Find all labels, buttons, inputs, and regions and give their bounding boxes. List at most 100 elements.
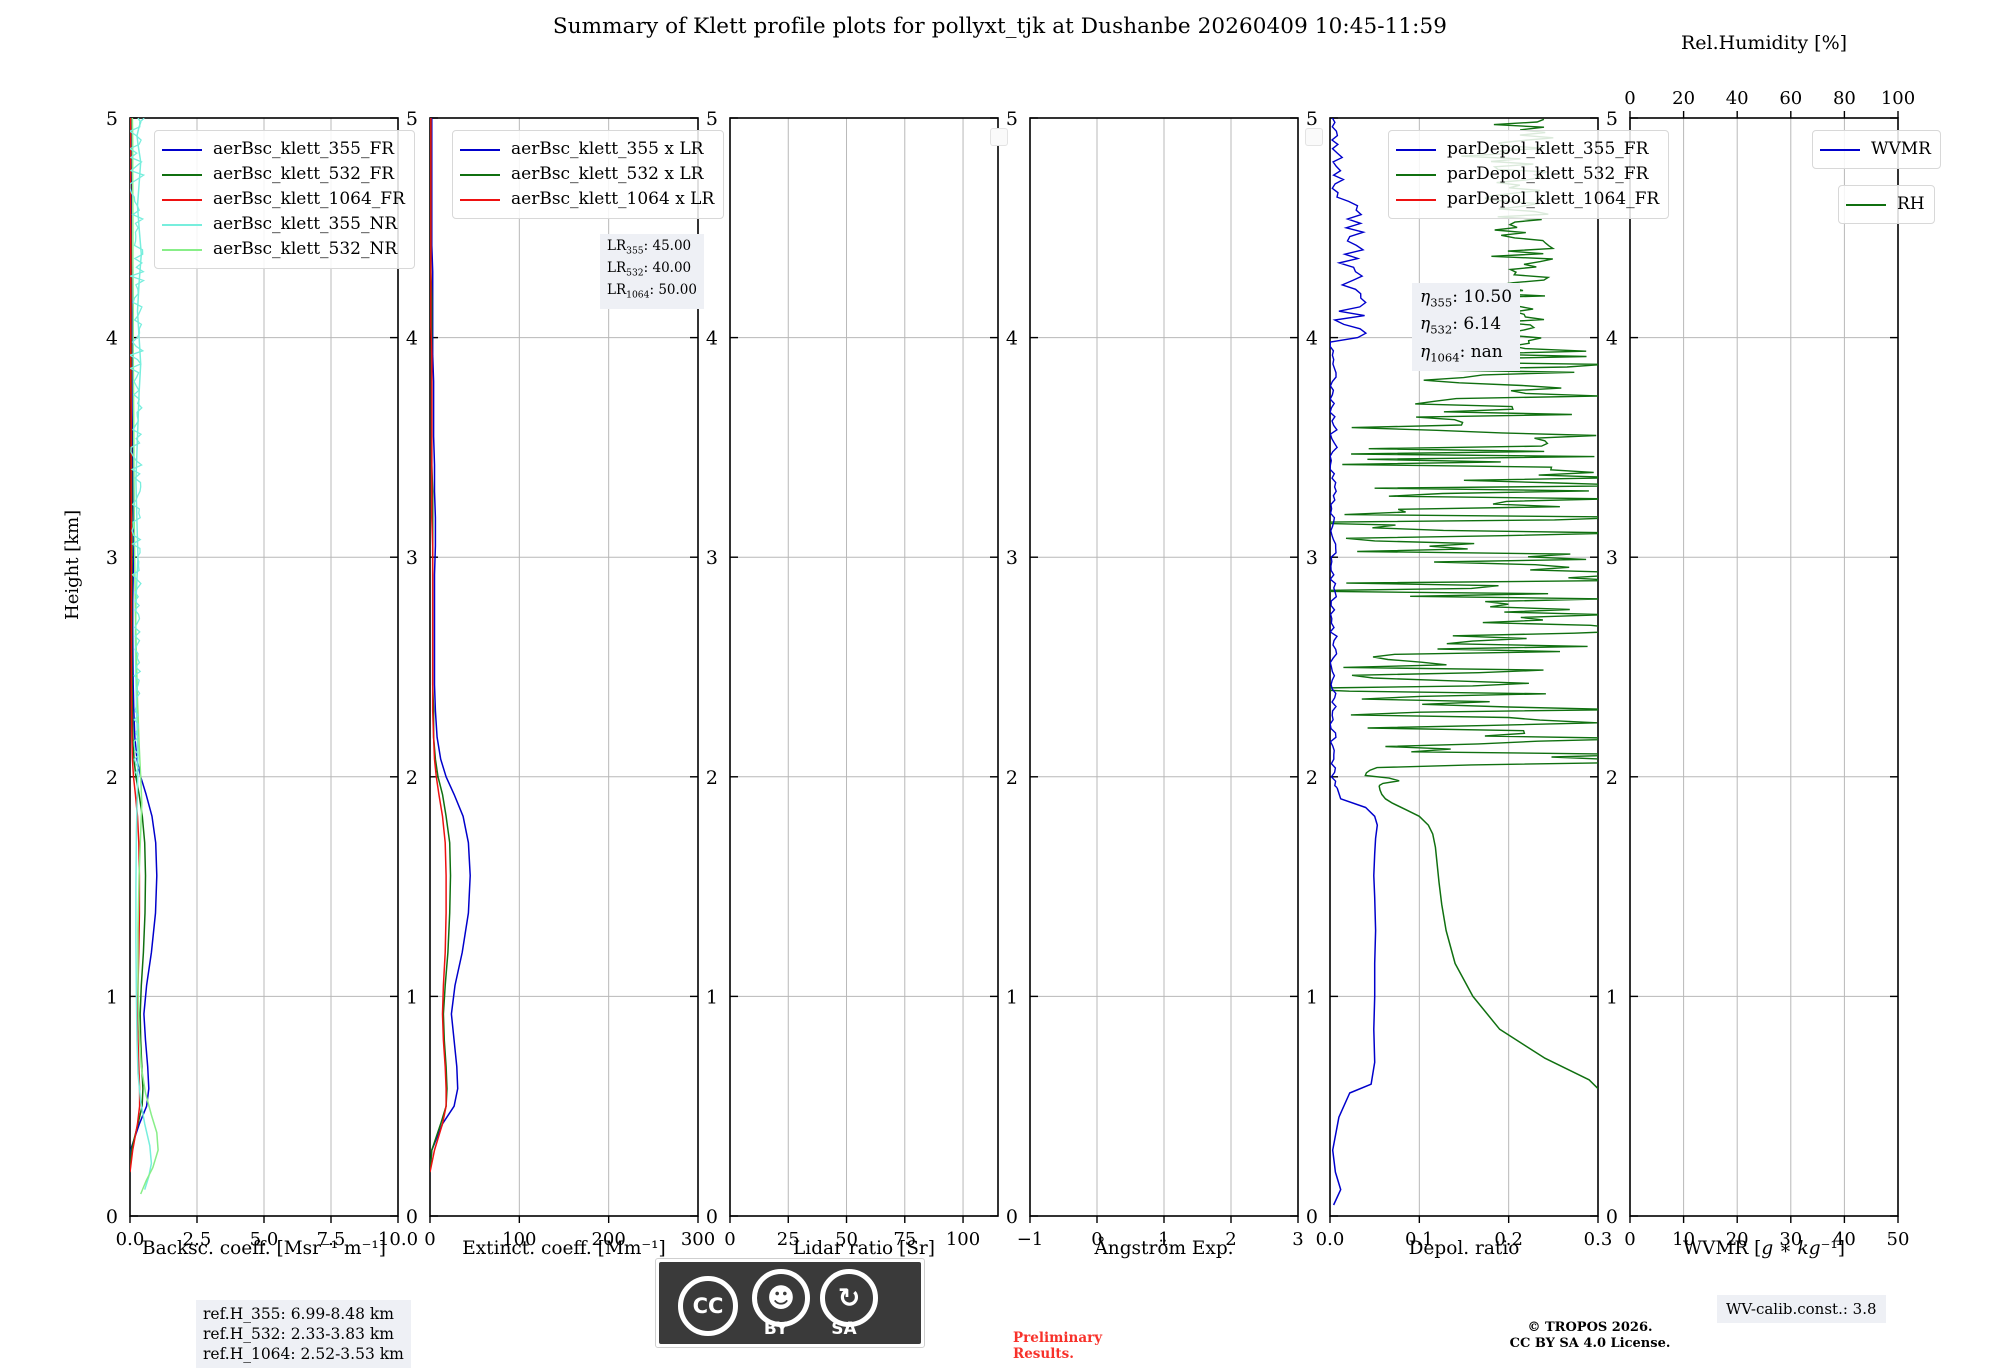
svg-text:0: 0	[406, 1206, 418, 1228]
legend-label: aerBsc_klett_532_FR	[213, 164, 395, 184]
lr-355-value: 45.00	[652, 238, 692, 254]
svg-text:0.0: 0.0	[116, 1229, 145, 1250]
svg-text:2.5: 2.5	[183, 1229, 212, 1250]
svg-text:30: 30	[1779, 1229, 1802, 1250]
svg-text:0: 0	[424, 1229, 435, 1250]
svg-text:1: 1	[1306, 986, 1318, 1008]
ref-h-355: ref.H_355: 6.99-8.48 km	[203, 1305, 394, 1323]
svg-text:10.0: 10.0	[378, 1229, 418, 1250]
cc-icon-text: CC	[692, 1294, 724, 1318]
svg-text:0: 0	[706, 1206, 718, 1228]
x-axis-label-lidar-ratio: Lidar ratio [Sr]	[793, 1238, 935, 1259]
preliminary-line-1: Preliminary	[1013, 1330, 1103, 1346]
svg-text:2: 2	[1006, 767, 1018, 789]
eta-1064-value: nan	[1470, 341, 1503, 362]
svg-text:50: 50	[835, 1229, 858, 1250]
lr-532-value: 40.00	[652, 260, 692, 277]
svg-text:40: 40	[1726, 88, 1749, 109]
legend-label: aerBsc_klett_355 x LR	[511, 139, 704, 159]
legend-swatch-line	[1820, 148, 1860, 151]
legend-lidar-ratio-empty	[990, 128, 1008, 146]
legend-item: aerBsc_klett_355_NR	[162, 212, 405, 237]
copyright-note: © TROPOS 2026. CC BY SA 4.0 License.	[1480, 1320, 1700, 1351]
svg-text:1: 1	[1158, 1229, 1169, 1250]
svg-text:60: 60	[1779, 88, 1802, 109]
ref-h-1064: ref.H_1064: 2.52-3.53 km	[203, 1345, 404, 1363]
eta-constants-box: η355: 10.50 η532: 6.14 η1064: nan	[1412, 283, 1521, 372]
legend-label: aerBsc_klett_355_NR	[213, 214, 398, 234]
svg-text:0: 0	[1624, 1229, 1635, 1250]
svg-text:0.2: 0.2	[1494, 1229, 1523, 1250]
legend-swatch-line	[1846, 203, 1886, 206]
svg-text:5: 5	[106, 108, 118, 130]
svg-text:5: 5	[406, 108, 418, 130]
x-axis-label-backscatter: Backsc. coeff. [Msr⁻¹ m⁻¹]	[141, 1238, 386, 1259]
copyright-line-1: © TROPOS 2026.	[1527, 1320, 1653, 1335]
legend-swatch-line	[162, 198, 202, 201]
cc-license-badge[interactable]: CC ☻ BY ↻ SA	[655, 1258, 925, 1348]
legend-swatch-line	[460, 148, 500, 151]
svg-text:1: 1	[1606, 986, 1618, 1008]
cc-icon: CC	[678, 1276, 738, 1336]
svg-text:40: 40	[1833, 1229, 1856, 1250]
top-axis-label-rel-humidity: Rel.Humidity [%]	[1680, 32, 1848, 54]
legend-swatch-line	[1396, 148, 1436, 151]
svg-text:75: 75	[893, 1229, 916, 1250]
svg-text:1: 1	[706, 986, 718, 1008]
eta-355-row: η355: 10.50	[1420, 287, 1513, 310]
svg-text:2: 2	[1225, 1229, 1236, 1250]
by-label: BY	[763, 1319, 789, 1339]
legend-item: aerBsc_klett_532 x LR	[460, 162, 714, 187]
svg-text:0: 0	[1091, 1229, 1102, 1250]
svg-text:200: 200	[591, 1229, 625, 1250]
svg-text:3: 3	[406, 547, 418, 569]
svg-text:5: 5	[1306, 108, 1318, 130]
svg-text:0.3: 0.3	[1584, 1229, 1613, 1250]
page-title: Summary of Klett profile plots for polly…	[552, 14, 1448, 39]
svg-text:3: 3	[1306, 547, 1318, 569]
eta-532-sub: 532	[1430, 322, 1453, 337]
legend-label: aerBsc_klett_532 x LR	[511, 164, 704, 184]
lr-532-row: LR532: 40.00	[607, 260, 692, 279]
legend-item: parDepol_klett_355_FR	[1396, 137, 1659, 162]
legend-label: aerBsc_klett_532_NR	[213, 239, 398, 259]
reference-heights-box: ref.H_355: 6.99-8.48 km ref.H_532: 2.33-…	[196, 1300, 411, 1368]
preliminary-results-note: Preliminary Results.	[1013, 1330, 1102, 1362]
svg-text:80: 80	[1833, 88, 1856, 109]
legend-swatch-line	[162, 248, 202, 251]
by-person-icon: ☻	[752, 1269, 810, 1327]
legend-label: parDepol_klett_532_FR	[1447, 164, 1649, 184]
svg-text:4: 4	[1306, 328, 1318, 350]
eta-355-value: 10.50	[1463, 287, 1513, 307]
legend-wvmr: WVMR	[1812, 130, 1941, 169]
legend-label: RH	[1897, 194, 1925, 214]
svg-text:5: 5	[1006, 108, 1018, 130]
svg-text:5.0: 5.0	[250, 1229, 279, 1250]
svg-text:2: 2	[1606, 767, 1618, 789]
eta-1064-row: η1064: nan	[1420, 341, 1503, 365]
legend-item: aerBsc_klett_355 x LR	[460, 137, 714, 162]
svg-text:7.5: 7.5	[317, 1229, 346, 1250]
eta-1064-sub: 1064	[1430, 350, 1460, 365]
x-axis-label-angstrom: Ångström Exp.	[1094, 1238, 1234, 1259]
svg-text:5: 5	[706, 108, 718, 130]
svg-text:3: 3	[706, 547, 718, 569]
svg-text:5: 5	[1606, 108, 1618, 130]
x-axis-label-depol-ratio: Depol. ratio	[1408, 1238, 1520, 1259]
svg-text:0: 0	[1006, 1206, 1018, 1228]
lr-1064-sub: 1064	[626, 290, 650, 302]
eta-symbol: η	[1420, 341, 1431, 362]
svg-text:25: 25	[777, 1229, 800, 1250]
legend-swatch-line	[162, 173, 202, 176]
preliminary-line-2: Results.	[1013, 1346, 1074, 1362]
svg-text:1: 1	[106, 986, 118, 1008]
svg-text:4: 4	[1006, 328, 1018, 350]
legend-extinction: aerBsc_klett_355 x LR aerBsc_klett_532 x…	[452, 130, 725, 219]
legend-item: aerBsc_klett_532_FR	[162, 162, 405, 187]
svg-text:3: 3	[1606, 547, 1618, 569]
svg-text:2: 2	[406, 767, 418, 789]
legend-label: WVMR	[1871, 139, 1931, 159]
x-axis-label-extinction: Extinct. coeff. [Mm⁻¹]	[462, 1238, 666, 1259]
svg-text:−1: −1	[1017, 1229, 1044, 1250]
